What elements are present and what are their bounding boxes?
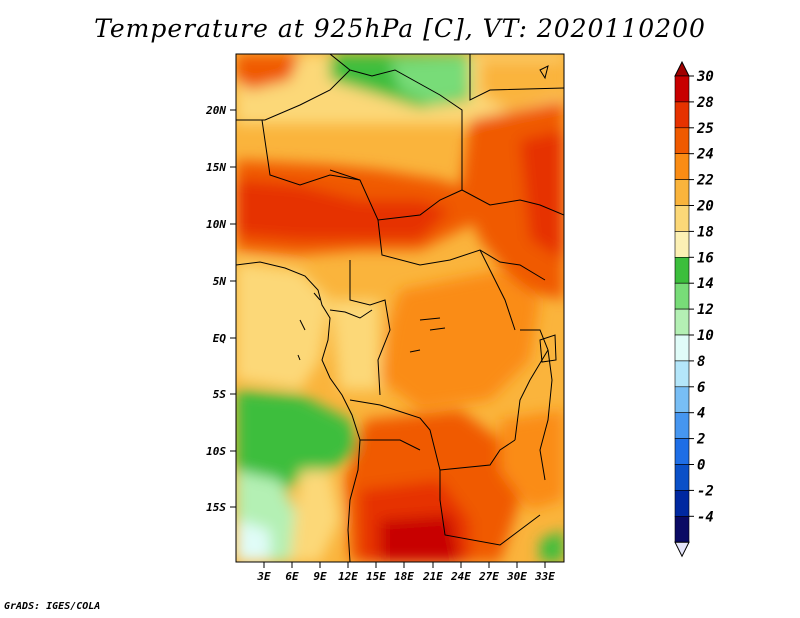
colorbar-swatch bbox=[674, 127, 690, 155]
lon-label-33e: 33E bbox=[534, 570, 555, 583]
colorbar-swatch bbox=[674, 334, 690, 362]
colorbar-swatch bbox=[674, 464, 690, 491]
lat-label-5n: 5N bbox=[213, 275, 227, 288]
latitude-axis: 20N 15N 10N 5N EQ 5S 10S 15S bbox=[205, 104, 236, 514]
lat-label-20n: 20N bbox=[205, 104, 226, 117]
colorbar-swatch bbox=[674, 179, 690, 206]
colorbar-swatch bbox=[674, 360, 690, 388]
longitude-axis: 3E 6E 9E 12E 15E 18E 21E 24E 27E 30E 33E bbox=[256, 562, 555, 583]
colorbar-label: 12 bbox=[697, 302, 714, 318]
map-title: Temperature at 925hPa [C], VT: 202011020… bbox=[94, 14, 706, 43]
colorbar-label: 2 bbox=[696, 432, 705, 448]
colorbar-label: -4 bbox=[697, 509, 714, 525]
colorbar-top-arrow bbox=[674, 60, 690, 77]
colorbar-swatch bbox=[674, 282, 690, 310]
colorbar-label: 22 bbox=[696, 173, 714, 189]
colorbar-label: 28 bbox=[696, 95, 714, 111]
lat-label-15n: 15N bbox=[206, 161, 226, 174]
colorbar-swatch bbox=[674, 438, 690, 465]
lat-label-eq: EQ bbox=[213, 332, 227, 345]
colorbar-label: -2 bbox=[697, 483, 714, 499]
colorbar-swatch bbox=[674, 75, 690, 103]
colorbar-label: 14 bbox=[697, 276, 714, 292]
country-borders bbox=[236, 54, 564, 562]
colorbar-bottom-arrow bbox=[674, 541, 690, 558]
colorbar-label: 20 bbox=[696, 199, 714, 215]
lon-label-24e: 24E bbox=[450, 570, 471, 583]
colorbar-label: 25 bbox=[696, 121, 714, 137]
lon-label-6e: 6E bbox=[285, 570, 299, 583]
lon-label-15e: 15E bbox=[366, 570, 386, 583]
temperature-field bbox=[236, 54, 564, 562]
colorbar-swatch bbox=[674, 308, 690, 336]
colorbar-label: 24 bbox=[696, 147, 714, 163]
colorbar-swatch bbox=[674, 101, 690, 129]
colorbar-label: 18 bbox=[697, 224, 714, 240]
credit-text: GrADS: IGES/COLA bbox=[4, 601, 101, 612]
colorbar-label: 30 bbox=[696, 69, 714, 85]
lon-label-27e: 27E bbox=[478, 570, 499, 583]
colorbar-label: 4 bbox=[697, 406, 705, 422]
colorbar-label: 8 bbox=[697, 354, 705, 370]
colorbar-swatch bbox=[674, 490, 690, 517]
lon-label-18e: 18E bbox=[394, 570, 414, 583]
colorbar-swatch bbox=[674, 515, 690, 543]
colorbar-swatch bbox=[674, 205, 690, 232]
lat-label-15s: 15S bbox=[206, 501, 226, 514]
lat-label-10s: 10S bbox=[206, 445, 226, 458]
colorbar-label: 0 bbox=[697, 458, 705, 474]
lon-label-12e: 12E bbox=[338, 570, 358, 583]
lat-label-5s: 5S bbox=[213, 388, 227, 401]
colorbar-label: 16 bbox=[697, 250, 714, 266]
colorbar-swatch bbox=[674, 386, 690, 413]
map-frame bbox=[235, 53, 565, 563]
colorbar-swatch bbox=[674, 153, 690, 180]
colorbar-label: 6 bbox=[697, 380, 705, 396]
lon-label-21e: 21E bbox=[422, 570, 443, 583]
lon-label-30e: 30E bbox=[506, 570, 527, 583]
colorbar-swatch bbox=[674, 412, 690, 439]
colorbar-swatch bbox=[674, 231, 690, 258]
colorbar-swatch bbox=[674, 256, 690, 284]
lat-label-10n: 10N bbox=[206, 218, 226, 231]
lon-label-3e: 3E bbox=[256, 570, 271, 583]
lon-label-9e: 9E bbox=[313, 570, 327, 583]
colorbar-label: 10 bbox=[697, 328, 714, 344]
